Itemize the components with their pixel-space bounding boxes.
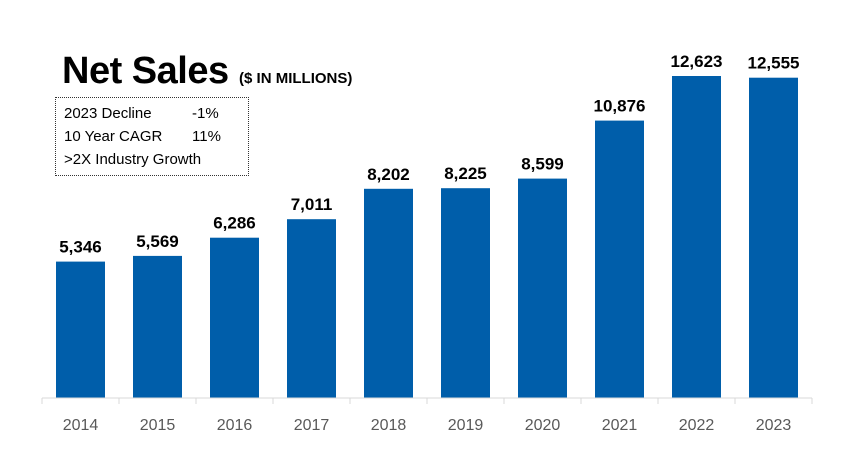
annotation-label: 10 Year CAGR	[64, 128, 163, 145]
annotation-label: >2X Industry Growth	[64, 151, 202, 168]
annotation-row: 2023 Decline -1%	[64, 102, 248, 125]
chart-title-block: Net Sales ($ IN MILLIONS)	[62, 50, 352, 93]
data-labels-group: 5,346 5,569 6,286 7,011 8,202 8,225 8,599 10,87…	[59, 52, 799, 257]
x-tick-label-2021: 2021	[602, 417, 638, 434]
bar-2017	[287, 219, 336, 398]
x-tick-labels-group: 2014 2015 2016 2017 2018 2019 2020 2021 2022 2023	[63, 417, 792, 434]
data-label-2015: 5,569	[136, 232, 179, 251]
x-tick-label-2019: 2019	[448, 417, 484, 434]
bar-2018	[364, 188, 413, 398]
data-label-2021: 10,876	[594, 97, 646, 116]
data-label-2017: 7,011	[291, 195, 333, 214]
data-label-2020: 8,599	[521, 155, 564, 174]
x-tick-label-2016: 2016	[217, 417, 253, 434]
bar-2014	[56, 261, 105, 398]
x-axis-ticks	[41, 398, 813, 404]
annotation-label: 2023 Decline	[64, 105, 152, 122]
annotation-box: 2023 Decline -1% 10 Year CAGR 11% >2X In…	[55, 97, 249, 176]
data-label-2016: 6,286	[213, 214, 256, 233]
bar-2023	[749, 77, 798, 398]
data-label-2022: 12,623	[671, 52, 723, 71]
annotation-value: -1%	[192, 105, 219, 122]
x-tick-label-2015: 2015	[140, 417, 176, 434]
x-tick-label-2023: 2023	[756, 417, 792, 434]
chart-subtitle: ($ IN MILLIONS)	[239, 70, 353, 87]
bars-group	[56, 76, 798, 398]
bar-2020	[518, 178, 567, 398]
bar-2019	[441, 188, 490, 398]
x-tick-label-2020: 2020	[525, 417, 561, 434]
bar-2022	[672, 76, 721, 398]
x-tick-label-2018: 2018	[371, 417, 407, 434]
data-label-2019: 8,225	[444, 164, 487, 183]
data-label-2014: 5,346	[59, 238, 102, 257]
bar-2021	[595, 120, 644, 398]
chart-title: Net Sales	[62, 50, 229, 92]
data-label-2023: 12,555	[748, 54, 800, 73]
bar-2016	[210, 237, 259, 398]
bar-2015	[133, 255, 182, 398]
data-label-2018: 8,202	[367, 165, 410, 184]
x-tick-label-2014: 2014	[63, 417, 99, 434]
annotation-row: 10 Year CAGR 11%	[64, 125, 248, 148]
annotation-row: >2X Industry Growth	[64, 148, 248, 171]
x-tick-label-2017: 2017	[294, 417, 330, 434]
annotation-value: 11%	[192, 128, 221, 145]
x-tick-label-2022: 2022	[679, 417, 715, 434]
